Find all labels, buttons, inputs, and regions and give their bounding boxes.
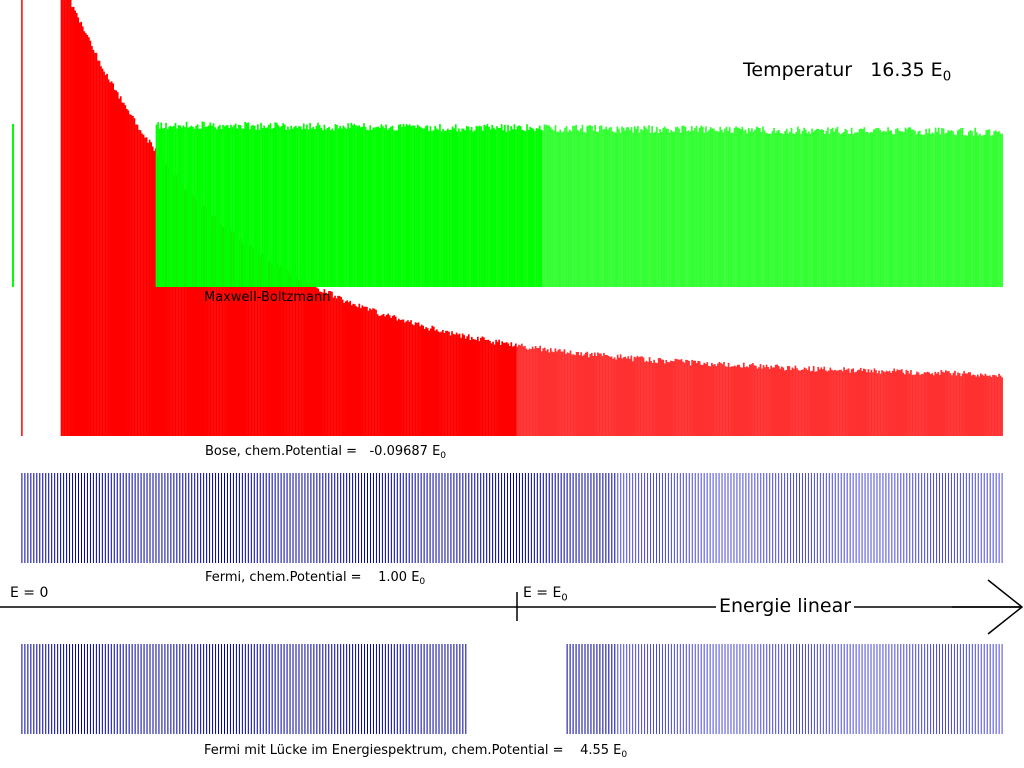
fermi-label-text: Fermi, chem.Potential = xyxy=(205,570,362,585)
temperature-value: 16.35 xyxy=(870,59,925,81)
fermi-label: Fermi, chem.Potential = 1.00 E0 xyxy=(205,570,426,588)
fermi-gap-label-text: Fermi mit Lücke im Energiespektrum, chem… xyxy=(204,743,564,758)
fermi-unit-sub: 0 xyxy=(419,577,426,588)
fermi-chem-potential: 1.00 xyxy=(378,570,408,585)
temperature-unit: E xyxy=(930,59,943,81)
bose-chem-potential: -0.09687 xyxy=(369,444,428,459)
fermi-gap-bars xyxy=(21,644,1003,734)
bose-label: Bose, chem.Potential = -0.09687 E0 xyxy=(205,444,447,462)
e0-label-text: E = E xyxy=(523,585,562,601)
fermi-bars xyxy=(21,473,1003,563)
bose-bars xyxy=(11,121,1003,287)
maxwell-boltzmann-label: Maxwell-Boltzmann xyxy=(204,290,331,305)
fermi-gap-unit-sub: 0 xyxy=(621,750,628,761)
energy-axis-title: Energie linear xyxy=(716,597,855,616)
e0-label: E = E0 xyxy=(523,585,568,604)
temperature-label: Temperatur 16.35 E0 xyxy=(743,59,951,84)
fermi-gap-chem-potential: 4.55 xyxy=(580,743,610,758)
bose-unit-sub: 0 xyxy=(440,451,447,462)
fermi-gap-label: Fermi mit Lücke im Energiespektrum, chem… xyxy=(204,743,628,761)
bose-unit: E xyxy=(432,444,441,459)
temperature-text: Temperatur xyxy=(743,59,853,81)
temperature-unit-sub: 0 xyxy=(942,69,952,85)
bose-label-text: Bose, chem.Potential = xyxy=(205,444,358,459)
e0-label-sub: 0 xyxy=(561,592,568,604)
energy-axis xyxy=(0,579,1024,635)
fermi-unit: E xyxy=(411,570,420,585)
fermi-gap-unit: E xyxy=(613,743,622,758)
zero-energy-label: E = 0 xyxy=(10,585,49,601)
